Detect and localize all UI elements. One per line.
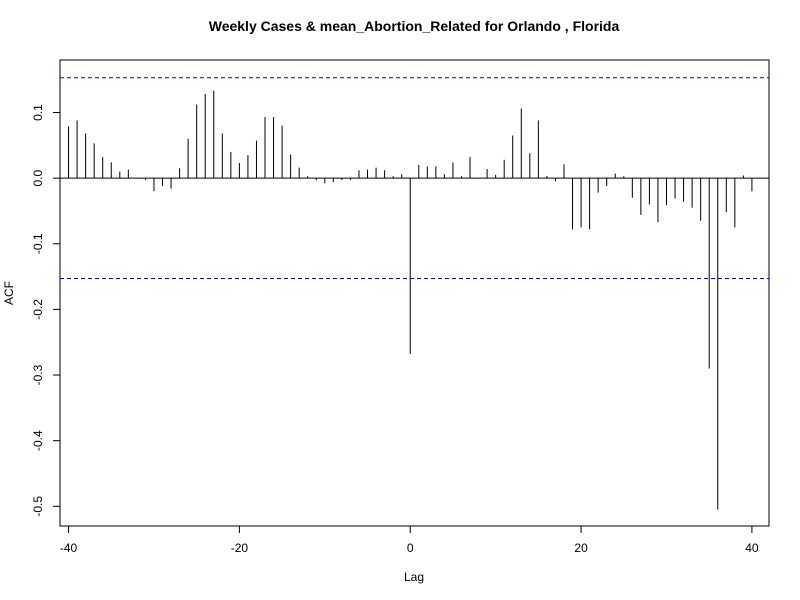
plot-frame bbox=[59, 59, 770, 527]
y-tick-label: -0.1 bbox=[31, 233, 45, 254]
y-tick-label: 0.1 bbox=[31, 104, 45, 121]
y-tick-label: 0.0 bbox=[31, 169, 45, 186]
y-axis-label: ACF bbox=[2, 281, 16, 305]
x-tick-label: 40 bbox=[745, 541, 759, 555]
x-tick-label: -40 bbox=[60, 541, 78, 555]
x-tick-label: -20 bbox=[231, 541, 249, 555]
acf-bars bbox=[68, 90, 753, 510]
y-tick-label: -0.3 bbox=[31, 364, 45, 385]
chart-title: Weekly Cases & mean_Abortion_Related for… bbox=[209, 18, 620, 34]
x-tick-label: 20 bbox=[574, 541, 588, 555]
y-tick-label: -0.5 bbox=[31, 496, 45, 517]
y-axis: -0.5 -0.4 -0.3 -0.2 -0.1 0.0 0.1 bbox=[31, 104, 60, 517]
x-axis-label: Lag bbox=[404, 570, 424, 584]
x-tick-label: 0 bbox=[407, 541, 414, 555]
x-axis: -40 -20 0 20 40 bbox=[60, 526, 759, 555]
y-tick-label: -0.2 bbox=[31, 299, 45, 320]
y-tick-label: -0.4 bbox=[31, 430, 45, 451]
